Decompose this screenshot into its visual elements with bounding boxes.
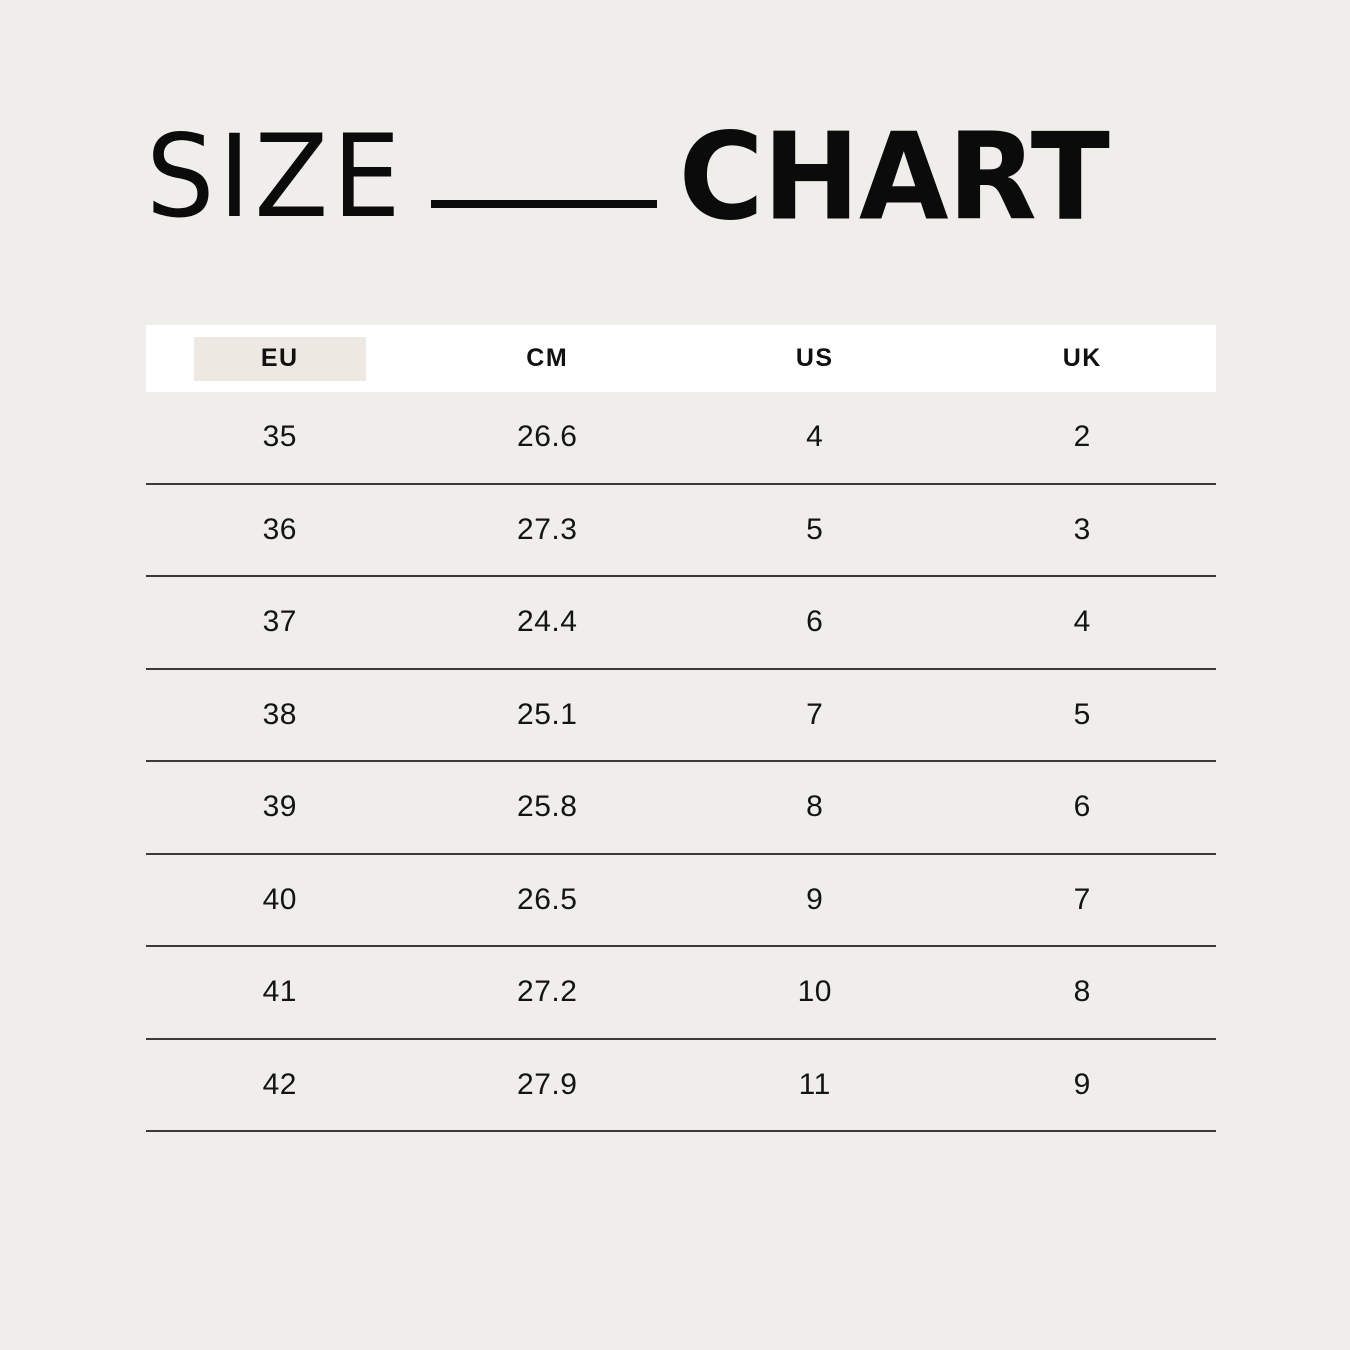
table-row[interactable]: 36 27.3 5 3 <box>146 485 1216 577</box>
cell-eu: 39 <box>262 790 297 824</box>
column-header-uk[interactable]: UK <box>949 325 1217 392</box>
cell-eu: 38 <box>262 697 297 731</box>
cell-cm: 24.4 <box>517 605 578 639</box>
cell-uk: 2 <box>1073 420 1091 454</box>
cell-uk: 5 <box>1073 697 1091 731</box>
cell-eu: 41 <box>262 975 297 1009</box>
column-header-eu[interactable]: EU <box>146 325 414 392</box>
table-row[interactable]: 37 24.4 6 4 <box>146 577 1216 670</box>
table-row[interactable]: 40 26.5 9 7 <box>146 855 1216 947</box>
cell-us: 8 <box>806 790 824 824</box>
table-body: 35 26.6 4 2 36 27.3 5 3 37 24.4 6 4 38 2… <box>146 392 1216 1132</box>
cell-cm: 27.2 <box>517 975 578 1009</box>
cell-us: 5 <box>806 512 824 546</box>
table-row[interactable]: 35 26.6 4 2 <box>146 392 1216 485</box>
cell-uk: 4 <box>1073 605 1091 639</box>
cell-eu: 37 <box>262 605 297 639</box>
cell-us: 6 <box>806 605 824 639</box>
cell-us: 10 <box>797 975 832 1009</box>
cell-uk: 7 <box>1073 882 1091 916</box>
cell-cm: 27.9 <box>517 1067 578 1101</box>
page-title-chart-word: CHART <box>678 107 1110 248</box>
cell-us: 9 <box>806 882 824 916</box>
page-title: SIZE CHART <box>146 107 1216 248</box>
column-header-us-label: US <box>795 344 834 372</box>
table-row[interactable]: 38 25.1 7 5 <box>146 670 1216 762</box>
column-header-eu-label: EU <box>260 344 299 372</box>
cell-uk: 9 <box>1073 1067 1091 1101</box>
column-header-uk-label: UK <box>1062 344 1102 372</box>
cell-cm: 25.8 <box>517 790 578 824</box>
size-table: EU CM US UK 35 26.6 4 2 36 27.3 <box>146 325 1216 1132</box>
cell-uk: 3 <box>1073 512 1091 546</box>
cell-cm: 26.6 <box>517 420 578 454</box>
cell-eu: 42 <box>262 1067 297 1101</box>
column-header-eu-highlight: EU <box>193 336 366 381</box>
cell-eu: 36 <box>262 512 297 546</box>
cell-cm: 27.3 <box>517 512 578 546</box>
page-title-size-word: SIZE <box>146 111 405 244</box>
column-header-cm-label: CM <box>526 344 569 372</box>
cell-us: 11 <box>798 1067 831 1101</box>
table-row[interactable]: 42 27.9 11 9 <box>146 1040 1216 1132</box>
cell-uk: 6 <box>1073 790 1091 824</box>
cell-cm: 26.5 <box>517 882 578 916</box>
cell-eu: 40 <box>262 882 297 916</box>
cell-us: 7 <box>806 697 824 731</box>
table-header-row: EU CM US UK <box>146 325 1216 392</box>
table-row[interactable]: 41 27.2 10 8 <box>146 947 1216 1040</box>
cell-cm: 25.1 <box>517 697 578 731</box>
table-row[interactable]: 39 25.8 8 6 <box>146 762 1216 855</box>
cell-us: 4 <box>806 420 824 454</box>
cell-uk: 8 <box>1073 975 1091 1009</box>
cell-eu: 35 <box>262 420 297 454</box>
column-header-cm[interactable]: CM <box>414 325 682 392</box>
title-divider-rule <box>430 200 657 208</box>
column-header-us[interactable]: US <box>681 325 949 392</box>
